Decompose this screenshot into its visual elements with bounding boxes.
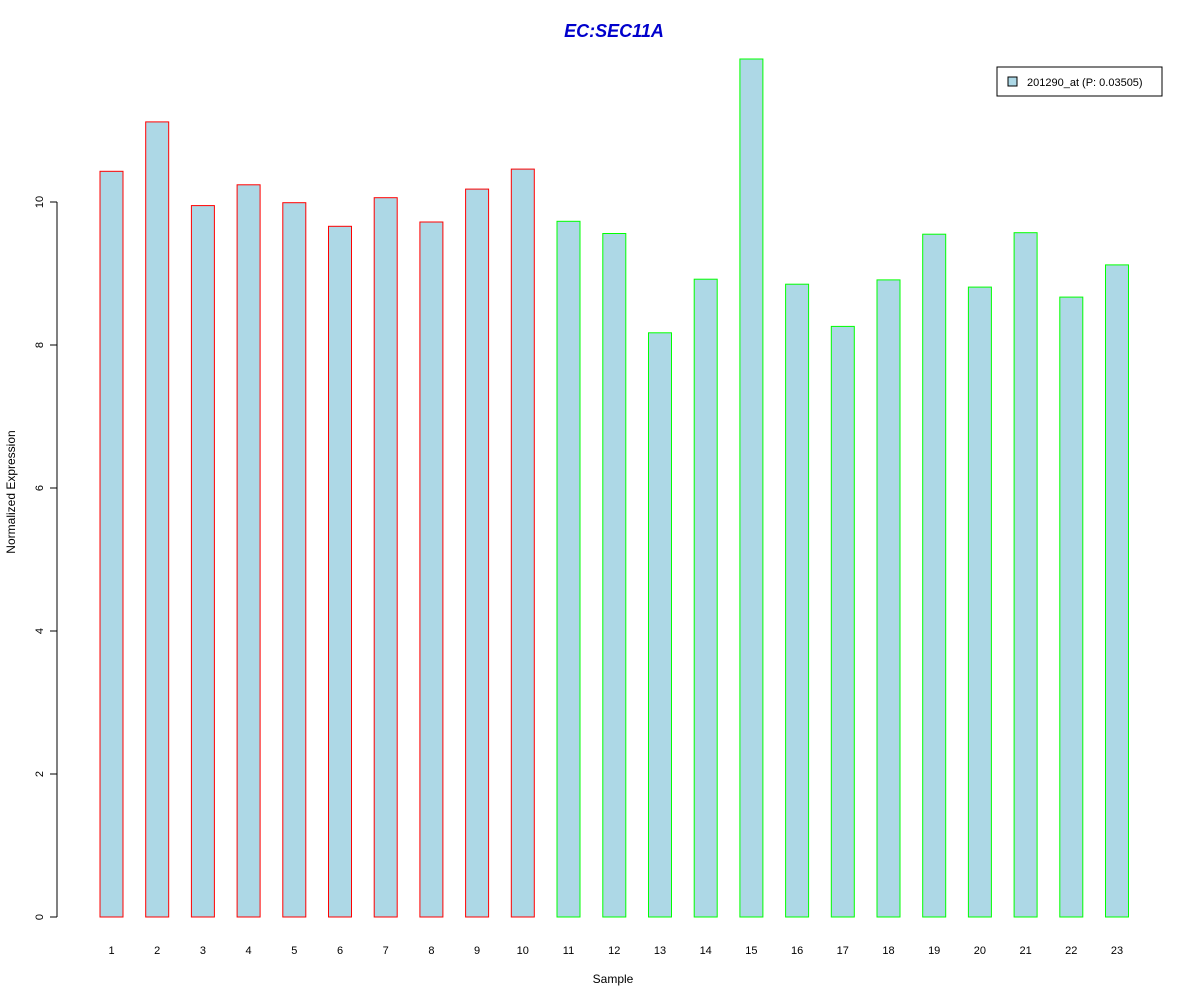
x-tick-label: 21 (1019, 945, 1031, 957)
bar-sample-20 (967, 286, 992, 918)
x-tick-label: 13 (654, 945, 666, 957)
y-tick-label: 8 (34, 342, 46, 348)
x-tick-label: 20 (974, 945, 986, 957)
bar-sample-7 (373, 197, 398, 918)
bar-sample-13 (648, 332, 672, 918)
x-tick-label: 3 (200, 945, 206, 957)
bar-sample-11 (556, 220, 581, 918)
bar-sample-4 (236, 184, 261, 918)
bar-sample-3 (190, 205, 215, 918)
bar-sample-23 (1105, 264, 1129, 918)
bar-sample-22 (1059, 296, 1084, 918)
bar-sample-8 (419, 221, 444, 918)
x-tick-label: 9 (474, 945, 480, 957)
x-tick-label: 15 (745, 945, 757, 957)
x-tick-label: 5 (291, 945, 297, 957)
x-tick-label: 8 (428, 945, 434, 957)
bar-sample-12 (602, 233, 627, 918)
y-tick-label: 10 (34, 196, 46, 208)
bars-group (99, 58, 1129, 918)
x-tick-label: 12 (608, 945, 620, 957)
bar-sample-1 (99, 170, 124, 918)
y-tick-label: 2 (34, 771, 46, 777)
bar-sample-5 (282, 202, 307, 918)
x-tick-label: 14 (700, 945, 712, 957)
x-tick-label: 18 (882, 945, 894, 957)
bar-sample-18 (876, 279, 901, 918)
y-tick-label: 6 (34, 485, 46, 491)
x-tick-label: 10 (517, 945, 529, 957)
x-tick-label: 1 (108, 945, 114, 957)
bar-sample-15 (739, 58, 764, 918)
y-axis-label: Normalized Expression (4, 430, 18, 553)
x-tick-label: 22 (1065, 945, 1077, 957)
bar-sample-16 (785, 283, 810, 918)
x-tick-label: 11 (563, 945, 574, 957)
bar-sample-2 (145, 121, 170, 918)
x-tick-label: 2 (154, 945, 160, 957)
bar-sample-6 (328, 225, 352, 918)
y-tick-label: 0 (34, 914, 46, 920)
legend-label: 201290_at (P: 0.03505) (1027, 77, 1143, 89)
x-tick-label: 7 (383, 945, 389, 957)
x-tick-labels: 1 2 3 4 5 6 7 8 9 10 11 12 13 14 15 16 17 18 19 20 21 22 23 (108, 945, 1123, 957)
bar-sample-10 (510, 168, 535, 918)
legend: 201290_at (P: 0.03505) (996, 66, 1163, 97)
x-tick-label: 19 (928, 945, 940, 957)
x-tick-label: 17 (837, 945, 849, 957)
bar-sample-14 (693, 278, 718, 918)
y-tick-label: 4 (34, 628, 46, 634)
y-axis: 0 2 4 6 8 10 (34, 196, 58, 920)
chart-title: EC:SEC11A (564, 21, 664, 41)
bar-sample-21 (1013, 232, 1038, 918)
x-tick-label: 16 (791, 945, 803, 957)
legend-swatch (1007, 76, 1018, 87)
bar-sample-17 (830, 325, 855, 918)
legend-box (996, 66, 1163, 97)
bar-sample-9 (465, 188, 490, 918)
bar-sample-19 (922, 233, 947, 918)
x-tick-label: 6 (337, 945, 343, 957)
x-axis-label: Sample (593, 972, 634, 986)
x-tick-label: 23 (1111, 945, 1123, 957)
x-tick-label: 4 (246, 945, 252, 957)
